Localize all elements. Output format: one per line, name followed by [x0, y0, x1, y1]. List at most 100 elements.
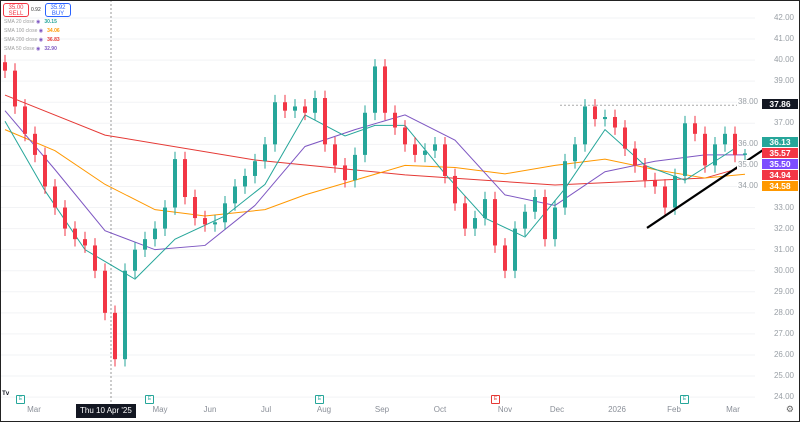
price-tick: 29.00: [773, 286, 794, 296]
price-tick: 32.00: [773, 223, 794, 233]
candle: [433, 144, 437, 151]
legend-label: SMA 20 close: [4, 19, 35, 25]
candle: [93, 245, 97, 271]
price-tick: 40.00: [773, 55, 794, 65]
candle: [233, 186, 237, 204]
candle: [393, 112, 397, 128]
candle: [633, 148, 637, 166]
legend-item[interactable]: SMA 100 close ◉ 34.06: [4, 28, 60, 34]
candle: [153, 228, 157, 240]
earnings-marker[interactable]: E: [315, 395, 324, 404]
candle: [313, 98, 317, 113]
price-tick: 31.00: [773, 244, 794, 254]
legend-item[interactable]: SMA 200 close ◉ 36.83: [4, 37, 60, 43]
candle: [473, 218, 477, 229]
candle: [283, 102, 287, 111]
candle: [193, 197, 197, 219]
earnings-marker[interactable]: E: [16, 395, 25, 404]
eye-icon[interactable]: ◉: [38, 37, 44, 43]
candle: [493, 199, 497, 246]
eye-icon[interactable]: ◉: [35, 19, 41, 25]
candle: [623, 127, 627, 149]
candle: [603, 116, 607, 120]
legend-value: 36.83: [47, 37, 60, 43]
earnings-marker[interactable]: E: [145, 395, 154, 404]
sell-button[interactable]: 35.00 SELL: [3, 3, 29, 17]
buy-button[interactable]: 35.92 BUY: [45, 3, 71, 17]
sma-line-sma20: [4, 114, 746, 280]
candle: [163, 207, 167, 229]
candle: [503, 245, 507, 271]
earnings-marker[interactable]: E: [680, 395, 689, 404]
month-label: Sep: [374, 405, 390, 414]
candle: [543, 197, 547, 240]
candle: [213, 222, 217, 225]
candle: [523, 211, 527, 229]
candle: [113, 312, 117, 360]
candle: [673, 175, 677, 208]
price-tick: 33.00: [773, 202, 794, 212]
tradingview-logo[interactable]: ᵀᵛ: [2, 389, 10, 399]
candle: [303, 106, 307, 113]
candle: [713, 144, 717, 166]
candle: [143, 239, 147, 250]
candle: [683, 123, 687, 176]
earnings-marker[interactable]: E: [491, 395, 500, 404]
candle: [743, 153, 747, 155]
price-tick: 38.00: [736, 97, 759, 108]
candle: [133, 249, 137, 271]
candle: [173, 159, 177, 208]
candle: [343, 165, 347, 181]
month-label: Jul: [260, 405, 272, 414]
candle: [13, 70, 17, 107]
month-label: Dec: [549, 405, 565, 414]
price-tick: 42.00: [773, 13, 794, 22]
candle: [733, 133, 737, 155]
candle: [703, 133, 707, 166]
candle: [223, 203, 227, 223]
buy-price: 35.92: [50, 5, 66, 11]
price-tick: 39.00: [773, 76, 794, 86]
price-tick: 34.00: [736, 181, 759, 192]
candle: [573, 144, 577, 162]
legend-value: 32.90: [44, 46, 57, 52]
candle: [33, 133, 37, 155]
candle: [3, 62, 7, 71]
month-label: Aug: [316, 405, 332, 414]
eye-icon[interactable]: ◉: [35, 46, 41, 52]
candle: [263, 144, 267, 162]
settings-gear-icon[interactable]: ⚙: [785, 404, 794, 414]
candle: [643, 165, 647, 181]
candle: [383, 66, 387, 113]
candle: [103, 270, 107, 313]
sma-line-sma100: [4, 129, 746, 217]
eye-icon[interactable]: ◉: [38, 28, 44, 34]
legend-value: 30.15: [44, 19, 57, 25]
candle: [483, 199, 487, 219]
legend-item[interactable]: SMA 50 close ◉ 32.90: [4, 46, 57, 52]
legend-label: SMA 100 close: [4, 28, 38, 34]
candle: [513, 228, 517, 271]
candle: [63, 207, 67, 229]
price-tick: 24.00: [773, 392, 794, 402]
month-label: Feb: [667, 405, 681, 414]
candle: [663, 186, 667, 208]
candle: [453, 175, 457, 204]
legend-item[interactable]: SMA 20 close ◉ 30.15: [4, 19, 57, 25]
candle: [553, 207, 557, 240]
candle: [443, 144, 447, 176]
sell-label: SELL: [8, 11, 24, 17]
price-tag: 35.50: [762, 159, 798, 169]
price-tick: 36.00: [736, 139, 759, 150]
crosshair-date-label: Thu 10 Apr '25: [76, 404, 136, 418]
month-label: Mar: [726, 405, 740, 414]
candle: [653, 180, 657, 187]
month-label: Nov: [497, 405, 513, 414]
sma-line-sma50: [4, 110, 745, 251]
candle: [693, 123, 697, 134]
legend-label: SMA 50 close: [4, 46, 35, 52]
candle: [463, 203, 467, 229]
price-tag: 37.86: [762, 99, 798, 109]
candle: [273, 102, 277, 145]
